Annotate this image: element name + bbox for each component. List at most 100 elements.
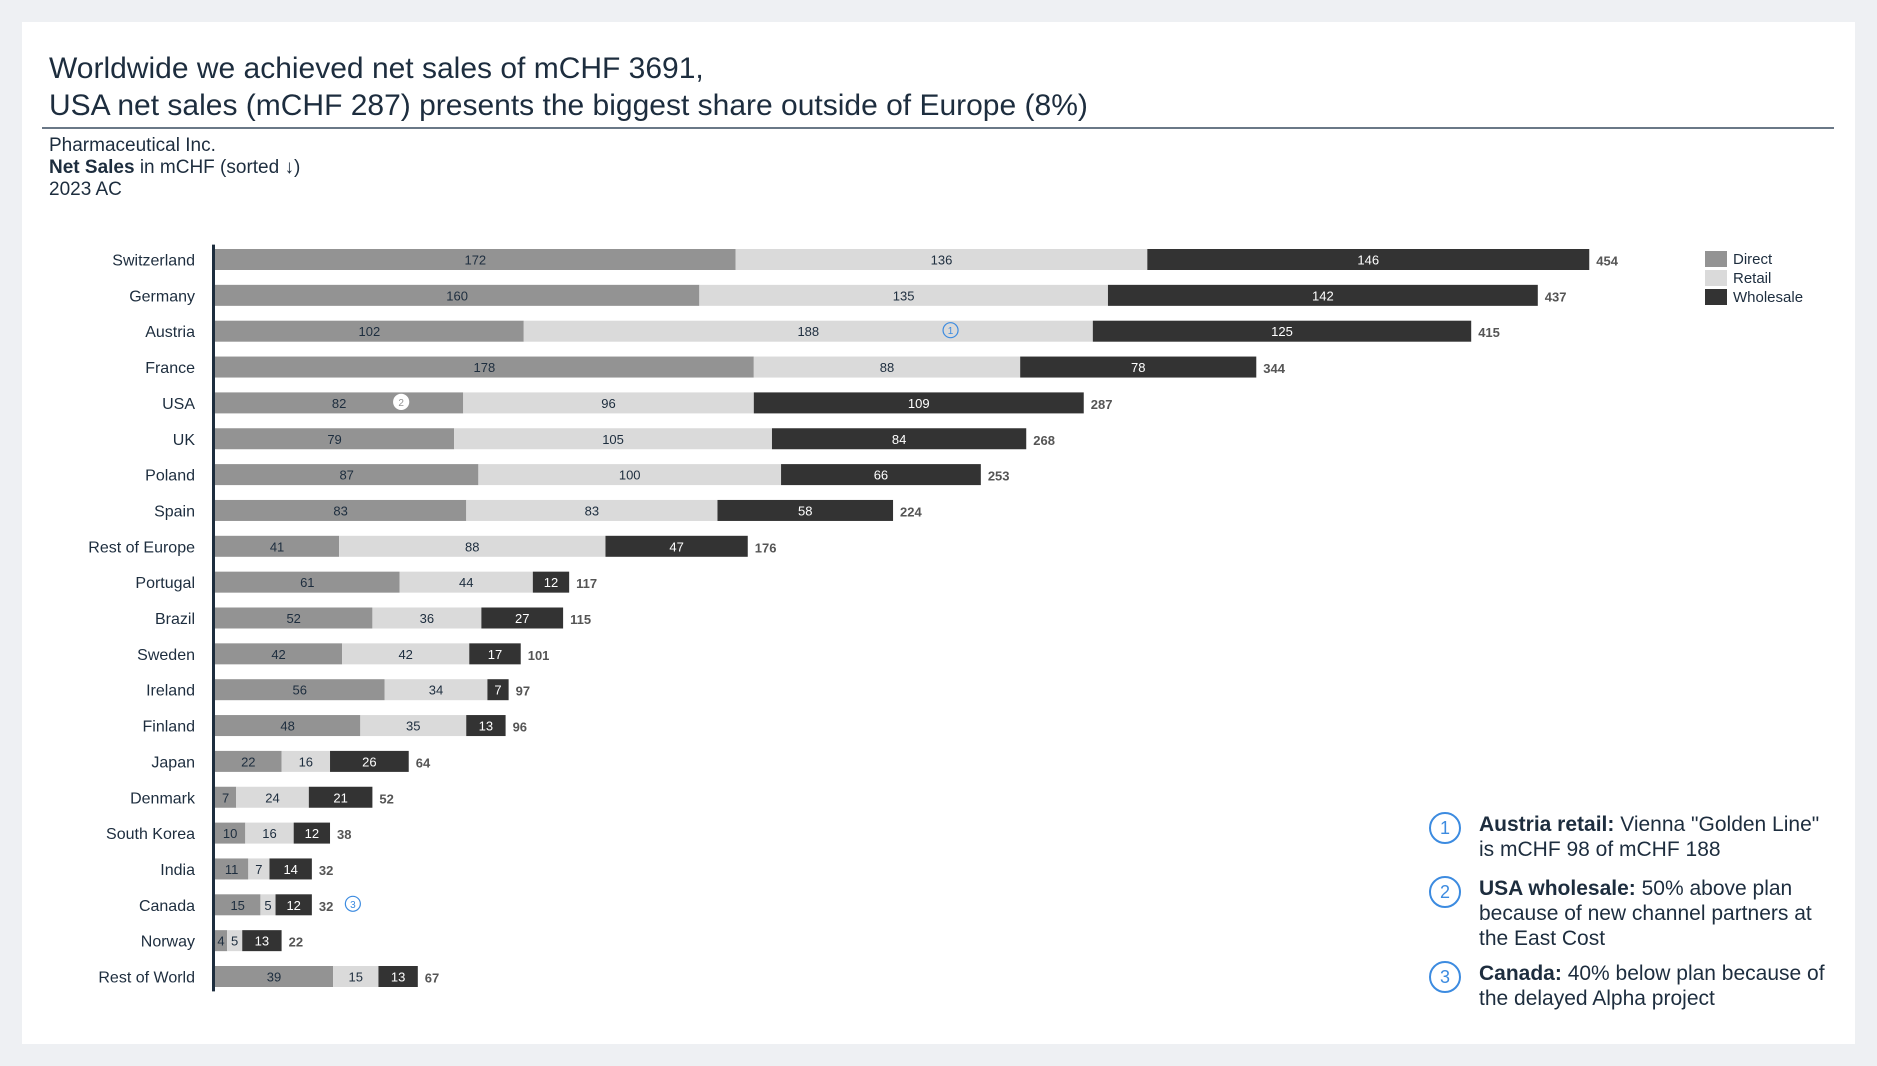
marker-label-1: 1: [948, 326, 954, 337]
bar-wholesale-denmark: [308, 786, 373, 808]
bar-wholesale-south-korea: [293, 822, 331, 844]
bar-direct-ireland: [215, 679, 385, 701]
bar-retail-south-korea: [245, 822, 294, 844]
bar-direct-poland: [215, 464, 479, 486]
bar-wholesale-rest-of-europe: [605, 535, 748, 557]
value-label-retail-japan: 16: [299, 754, 313, 769]
note-2-text: 50% above plan because of new channel pa…: [1479, 877, 1812, 950]
value-label-retail-usa: 96: [601, 396, 615, 411]
note-3-text: 40% below plan because of the delayed Al…: [1479, 962, 1825, 1010]
legend-label-wholesale: Wholesale: [1733, 289, 1803, 306]
note-1: 1 Austria retail: Vienna "Golden Line" i…: [1429, 812, 1829, 862]
bar-wholesale-switzerland: [1147, 249, 1590, 270]
value-label-direct-portugal: 61: [300, 575, 314, 590]
value-label-retail-spain: 83: [585, 503, 599, 518]
bar-direct-france: [215, 356, 754, 378]
value-label-wholesale-poland: 66: [874, 468, 888, 483]
bar-wholesale-brazil: [481, 607, 564, 629]
bar-retail-portugal: [399, 571, 533, 593]
category-label-poland: Poland: [145, 468, 195, 485]
value-label-direct-india: 11: [225, 862, 239, 877]
measure-line: Net Sales in mCHF (sorted ↓): [49, 157, 300, 179]
bar-retail-switzerland: [735, 249, 1148, 270]
total-label-germany: 437: [1545, 289, 1567, 304]
title-line-1: Worldwide we achieved net sales of mCHF …: [49, 52, 704, 85]
bar-retail-ireland: [384, 679, 488, 701]
value-label-wholesale-uk: 84: [892, 432, 906, 447]
category-label-usa: USA: [162, 396, 195, 413]
value-label-retail-rest-of-europe: 88: [465, 539, 479, 554]
category-label-norway: Norway: [141, 934, 195, 951]
measure-name: Net Sales: [49, 157, 135, 178]
bar-direct-germany: [215, 284, 700, 306]
marker-2: [393, 393, 410, 410]
value-label-wholesale-brazil: 27: [515, 611, 529, 626]
total-label-usa: 287: [1091, 397, 1113, 412]
note-marker-1: 1: [1429, 812, 1461, 844]
bar-retail-denmark: [236, 786, 309, 808]
bar-direct-finland: [215, 715, 361, 737]
total-label-rest-of-europe: 176: [755, 540, 777, 555]
value-label-direct-spain: 83: [333, 503, 347, 518]
value-label-direct-sweden: 42: [271, 647, 285, 662]
total-label-spain: 224: [900, 504, 922, 519]
total-label-sweden: 101: [528, 648, 550, 663]
value-label-wholesale-spain: 58: [798, 503, 812, 518]
value-label-retail-rest-of-world: 15: [349, 970, 363, 985]
total-label-austria: 415: [1478, 325, 1500, 340]
bar-retail-rest-of-europe: [339, 535, 606, 557]
value-label-retail-india: 7: [255, 862, 262, 877]
bar-retail-rest-of-world: [333, 966, 379, 987]
value-label-direct-rest-of-europe: 41: [270, 539, 284, 554]
value-label-retail-south-korea: 16: [262, 826, 276, 841]
total-label-ireland: 97: [516, 684, 530, 699]
value-label-wholesale-usa: 109: [908, 396, 930, 411]
value-label-retail-denmark: 24: [265, 790, 279, 805]
category-label-spain: Spain: [154, 503, 195, 520]
page-title: Worldwide we achieved net sales of mCHF …: [49, 50, 1088, 124]
bar-wholesale-austria: [1092, 320, 1472, 342]
total-label-brazil: 115: [570, 612, 591, 627]
value-label-direct-austria: 102: [359, 324, 381, 339]
bar-wholesale-spain: [717, 499, 894, 521]
value-label-retail-brazil: 36: [420, 611, 434, 626]
total-label-poland: 253: [988, 469, 1010, 484]
legend-label-direct: Direct: [1733, 251, 1773, 268]
category-label-india: India: [160, 862, 195, 879]
total-label-denmark: 52: [379, 791, 393, 806]
bar-direct-rest-of-world: [215, 966, 334, 987]
total-label-uk: 268: [1033, 433, 1055, 448]
bar-retail-norway: [227, 930, 243, 952]
category-label-ireland: Ireland: [146, 683, 195, 700]
value-label-wholesale-norway: 13: [255, 934, 269, 949]
bar-wholesale-japan: [330, 750, 409, 772]
bar-wholesale-usa: [753, 392, 1084, 414]
category-label-rest-of-europe: Rest of Europe: [88, 539, 195, 556]
bar-retail-canada: [260, 894, 276, 916]
value-label-retail-germany: 135: [893, 288, 915, 303]
bar-direct-norway: [215, 930, 228, 952]
bar-retail-sweden: [342, 643, 470, 665]
value-label-wholesale-sweden: 17: [488, 647, 502, 662]
total-label-portugal: 117: [576, 576, 597, 591]
bar-direct-austria: [215, 320, 524, 342]
total-label-finland: 96: [513, 720, 527, 735]
total-label-switzerland: 454: [1596, 254, 1618, 269]
value-label-wholesale-finland: 13: [479, 719, 493, 734]
bar-retail-japan: [281, 750, 331, 772]
bar-retail-brazil: [372, 607, 482, 629]
bar-direct-switzerland: [215, 249, 736, 270]
value-label-retail-canada: 5: [264, 898, 271, 913]
bar-wholesale-canada: [275, 894, 312, 916]
note-marker-3: 3: [1429, 961, 1461, 993]
value-label-direct-japan: 22: [241, 754, 255, 769]
bar-direct-india: [215, 858, 249, 880]
total-label-india: 32: [319, 863, 333, 878]
total-label-japan: 64: [416, 755, 431, 770]
total-label-norway: 22: [289, 935, 303, 950]
category-label-brazil: Brazil: [155, 611, 195, 628]
note-2: 2 USA wholesale: 50% above plan because …: [1429, 876, 1829, 951]
legend-swatch-wholesale: [1705, 289, 1727, 305]
period-label: 2023 AC: [49, 179, 122, 200]
